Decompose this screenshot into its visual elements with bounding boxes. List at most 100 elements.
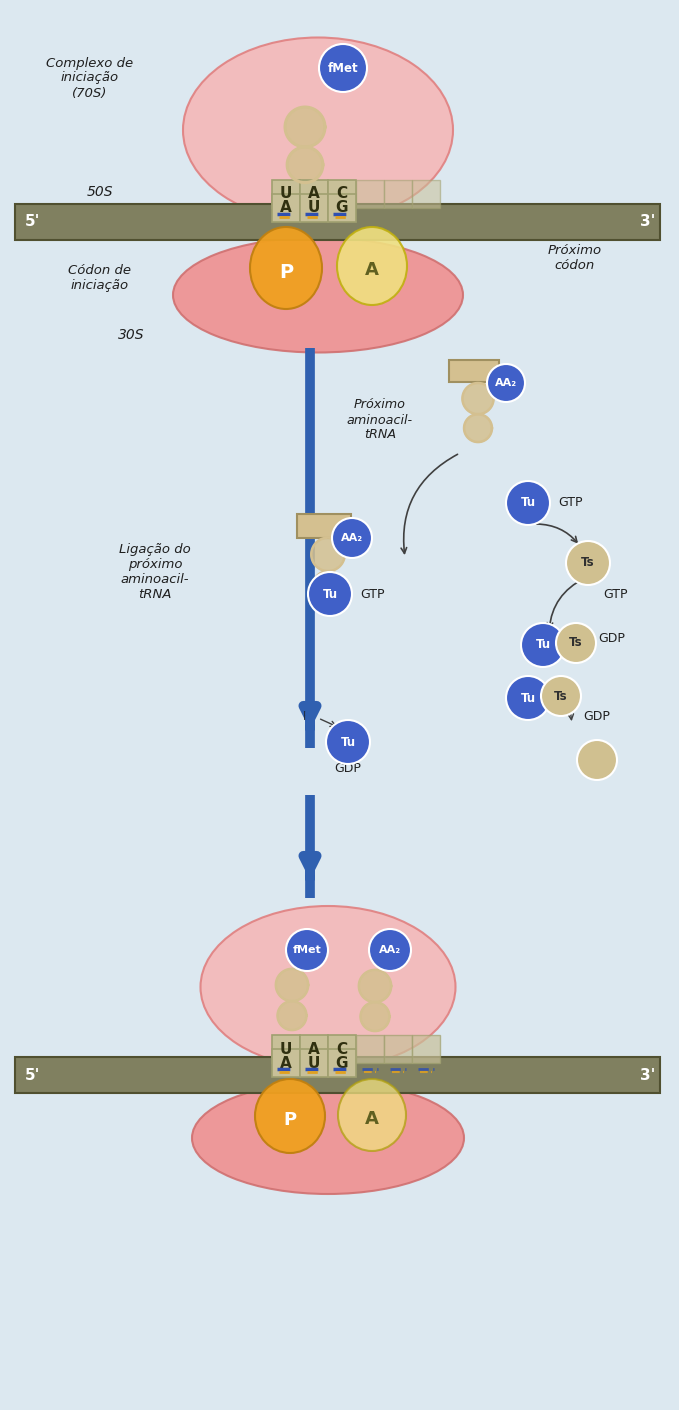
Text: Ts: Ts bbox=[581, 557, 595, 570]
Circle shape bbox=[308, 572, 352, 616]
FancyBboxPatch shape bbox=[300, 1035, 328, 1063]
FancyBboxPatch shape bbox=[300, 195, 328, 221]
Polygon shape bbox=[313, 571, 343, 601]
Text: GDP: GDP bbox=[598, 632, 625, 644]
FancyBboxPatch shape bbox=[412, 180, 440, 209]
Text: Ligação do
próximo
aminoacil-
tRNA: Ligação do próximo aminoacil- tRNA bbox=[119, 543, 191, 601]
Circle shape bbox=[319, 44, 367, 92]
Circle shape bbox=[556, 623, 596, 663]
Polygon shape bbox=[278, 1001, 306, 1031]
Circle shape bbox=[332, 517, 372, 558]
FancyBboxPatch shape bbox=[328, 1035, 356, 1063]
Circle shape bbox=[369, 929, 411, 971]
FancyBboxPatch shape bbox=[412, 1035, 440, 1063]
Text: A: A bbox=[280, 200, 292, 216]
Text: A: A bbox=[308, 1042, 320, 1056]
FancyBboxPatch shape bbox=[356, 1035, 384, 1063]
FancyBboxPatch shape bbox=[300, 1049, 328, 1077]
Text: GDP: GDP bbox=[583, 709, 610, 722]
Polygon shape bbox=[285, 107, 325, 147]
Text: 30S: 30S bbox=[118, 329, 145, 343]
Text: U: U bbox=[308, 200, 320, 216]
Circle shape bbox=[506, 481, 550, 525]
Circle shape bbox=[577, 740, 617, 780]
FancyBboxPatch shape bbox=[356, 180, 384, 209]
Circle shape bbox=[541, 675, 581, 716]
FancyBboxPatch shape bbox=[272, 1049, 300, 1077]
Text: U: U bbox=[308, 1056, 320, 1070]
Text: Próximo
códon: Próximo códon bbox=[548, 244, 602, 272]
Text: 50S: 50S bbox=[87, 185, 113, 199]
FancyBboxPatch shape bbox=[328, 180, 356, 209]
Text: P: P bbox=[283, 1111, 297, 1129]
Text: AA₂: AA₂ bbox=[495, 378, 517, 388]
Ellipse shape bbox=[250, 227, 322, 309]
Text: C: C bbox=[336, 1042, 348, 1056]
Bar bbox=[15, 204, 660, 240]
Polygon shape bbox=[462, 384, 494, 415]
Text: Tu: Tu bbox=[520, 496, 536, 509]
Text: Tu: Tu bbox=[536, 639, 551, 651]
Text: C: C bbox=[336, 186, 348, 202]
Text: GTP: GTP bbox=[360, 588, 384, 601]
Text: A: A bbox=[365, 261, 379, 279]
Ellipse shape bbox=[192, 1081, 464, 1194]
Ellipse shape bbox=[173, 237, 463, 352]
Text: Ts: Ts bbox=[569, 636, 583, 650]
Polygon shape bbox=[359, 970, 391, 1003]
Text: GDP: GDP bbox=[335, 763, 361, 776]
Text: 5': 5' bbox=[24, 214, 39, 230]
FancyBboxPatch shape bbox=[328, 1049, 356, 1077]
Text: AA₂: AA₂ bbox=[341, 533, 363, 543]
Text: GTP: GTP bbox=[603, 588, 627, 602]
Bar bbox=[297, 515, 351, 539]
Text: fMet: fMet bbox=[293, 945, 321, 955]
Circle shape bbox=[487, 364, 525, 402]
Text: GTP: GTP bbox=[558, 496, 583, 509]
Text: Próximo
aminoacil-
tRNA: Próximo aminoacil- tRNA bbox=[347, 399, 413, 441]
FancyBboxPatch shape bbox=[384, 1035, 412, 1063]
Polygon shape bbox=[276, 969, 308, 1001]
Text: U: U bbox=[280, 1042, 292, 1056]
Ellipse shape bbox=[200, 907, 456, 1067]
Text: A: A bbox=[365, 1110, 379, 1128]
Text: Complexo de
iniciação
(70S): Complexo de iniciação (70S) bbox=[46, 56, 134, 100]
Polygon shape bbox=[311, 537, 345, 571]
FancyBboxPatch shape bbox=[384, 180, 412, 209]
FancyBboxPatch shape bbox=[272, 1035, 300, 1063]
Polygon shape bbox=[464, 415, 492, 443]
FancyBboxPatch shape bbox=[328, 195, 356, 221]
Text: 3': 3' bbox=[640, 214, 656, 230]
Ellipse shape bbox=[255, 1079, 325, 1153]
Polygon shape bbox=[361, 1003, 390, 1031]
Text: A: A bbox=[280, 1056, 292, 1070]
Text: 3': 3' bbox=[640, 1067, 656, 1083]
Circle shape bbox=[326, 721, 370, 764]
Text: A: A bbox=[308, 186, 320, 202]
Circle shape bbox=[566, 541, 610, 585]
FancyBboxPatch shape bbox=[272, 180, 300, 209]
Text: 5': 5' bbox=[24, 1067, 39, 1083]
Bar bbox=[449, 360, 499, 382]
Text: Tu: Tu bbox=[340, 736, 356, 749]
Bar bbox=[15, 1058, 660, 1093]
Text: Códon de
iniciação: Códon de iniciação bbox=[69, 264, 132, 292]
Polygon shape bbox=[287, 147, 323, 183]
Text: Pᵢ: Pᵢ bbox=[303, 709, 313, 722]
Text: U: U bbox=[280, 186, 292, 202]
Ellipse shape bbox=[338, 1079, 406, 1151]
Text: fMet: fMet bbox=[328, 62, 359, 75]
Text: P: P bbox=[279, 262, 293, 282]
Text: AA₂: AA₂ bbox=[379, 945, 401, 955]
FancyBboxPatch shape bbox=[272, 195, 300, 221]
Ellipse shape bbox=[183, 38, 453, 223]
Ellipse shape bbox=[337, 227, 407, 305]
Circle shape bbox=[521, 623, 565, 667]
Text: Ts: Ts bbox=[554, 689, 568, 702]
Text: G: G bbox=[335, 200, 348, 216]
Circle shape bbox=[506, 675, 550, 721]
Circle shape bbox=[286, 929, 328, 971]
Text: Tu: Tu bbox=[323, 588, 337, 601]
Text: G: G bbox=[335, 1056, 348, 1070]
FancyBboxPatch shape bbox=[300, 180, 328, 209]
